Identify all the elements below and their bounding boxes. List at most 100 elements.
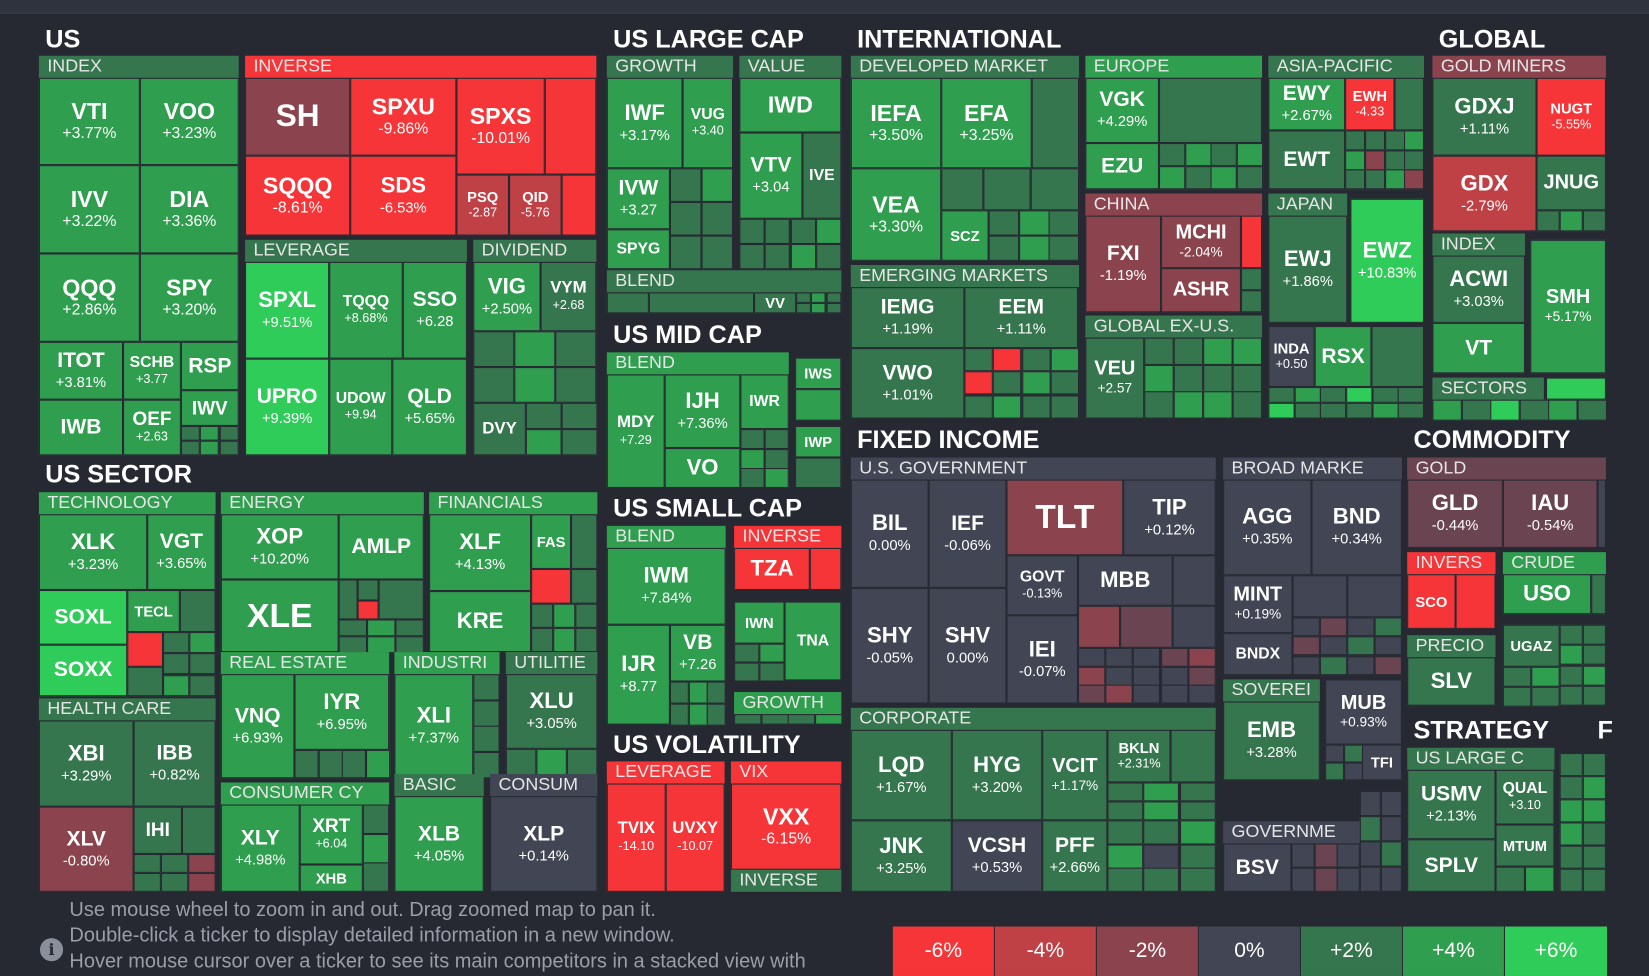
small-tile[interactable] (1372, 402, 1399, 419)
small-tile[interactable] (1030, 168, 1080, 211)
small-tile[interactable] (514, 367, 556, 403)
small-tile[interactable] (561, 174, 597, 236)
tile-shv[interactable]: SHV 0.00% (928, 587, 1007, 704)
small-tile[interactable] (1325, 762, 1345, 781)
tile-acwi[interactable]: ACWI +3.03% (1432, 255, 1525, 323)
small-tile[interactable] (1502, 666, 1532, 687)
small-tile[interactable] (1347, 656, 1375, 676)
tile-shy[interactable]: SHY -0.05% (850, 587, 929, 704)
tile-xbi[interactable]: XBI +3.29% (38, 720, 134, 807)
small-tile[interactable] (1359, 841, 1381, 867)
small-tile[interactable] (189, 675, 216, 697)
small-tile[interactable] (378, 579, 424, 620)
small-tile[interactable] (1582, 644, 1606, 665)
small-tile[interactable] (606, 292, 649, 314)
small-tile[interactable] (1559, 845, 1583, 869)
tile-usmv[interactable]: USMV +2.13% (1407, 769, 1496, 840)
small-tile[interactable] (338, 636, 368, 654)
tile-vgk[interactable]: VGK +4.29% (1085, 77, 1159, 144)
small-tile[interactable] (1107, 867, 1144, 892)
small-tile[interactable] (1372, 387, 1399, 403)
tile-qid[interactable]: QID -5.76 (509, 174, 562, 236)
small-tile[interactable] (1374, 617, 1402, 637)
small-tile[interactable] (1559, 665, 1583, 686)
tile-iwp[interactable]: IWP (795, 425, 842, 458)
tile-ivw[interactable]: IVW +3.27 (606, 168, 670, 230)
tile-vtv[interactable]: VTV +3.04 (739, 132, 803, 219)
tile-vo[interactable]: VO (664, 448, 741, 488)
small-tile[interactable] (1374, 656, 1402, 676)
small-tile[interactable] (1319, 656, 1348, 676)
small-tile[interactable] (189, 653, 216, 675)
small-tile[interactable] (357, 579, 379, 601)
tile-ewt[interactable]: EWT (1268, 130, 1346, 190)
small-tile[interactable] (199, 425, 219, 441)
small-tile[interactable] (160, 872, 189, 892)
tile-mub[interactable]: MUB +0.93% (1325, 679, 1402, 745)
small-tile[interactable] (1107, 782, 1144, 802)
small-tile[interactable] (1397, 402, 1425, 419)
small-tile[interactable] (571, 568, 598, 604)
small-tile[interactable] (163, 675, 190, 697)
tile-govt[interactable]: GOVT -0.13% (1006, 555, 1078, 616)
small-tile[interactable] (988, 235, 1020, 261)
small-tile[interactable] (338, 619, 368, 637)
small-tile[interactable] (1188, 684, 1216, 704)
small-tile[interactable] (1531, 686, 1560, 707)
small-tile[interactable] (1432, 399, 1462, 421)
small-tile[interactable] (1185, 143, 1212, 167)
small-tile[interactable] (1143, 844, 1179, 869)
tile-qld[interactable]: QLD +5.65% (392, 358, 467, 456)
small-tile[interactable] (1314, 843, 1338, 868)
small-tile[interactable] (318, 749, 343, 779)
small-tile[interactable] (826, 302, 842, 314)
small-tile[interactable] (1161, 666, 1189, 686)
tile-qqq[interactable]: QQQ +2.86% (38, 253, 140, 342)
small-tile[interactable] (706, 703, 726, 726)
tile-iemg[interactable]: IEMG +1.19% (850, 287, 965, 349)
small-tile[interactable] (1161, 647, 1189, 667)
small-tile[interactable] (127, 666, 164, 697)
small-tile[interactable] (815, 714, 843, 725)
small-tile[interactable] (1397, 387, 1425, 403)
small-tile[interactable] (764, 449, 789, 470)
tile-ewz[interactable]: EWZ +10.83% (1350, 198, 1425, 323)
small-tile[interactable] (964, 371, 993, 395)
small-tile[interactable] (367, 636, 396, 654)
small-tile[interactable] (1143, 782, 1179, 802)
small-tile[interactable] (163, 653, 190, 675)
small-tile[interactable] (1241, 290, 1263, 313)
small-tile[interactable] (362, 804, 390, 834)
small-tile[interactable] (740, 449, 765, 470)
small-tile[interactable] (1319, 617, 1348, 637)
tile-ijr[interactable]: IJR +8.77 (606, 624, 670, 725)
small-tile[interactable] (1022, 348, 1051, 372)
tile-vxx[interactable]: VXX -6.15% (730, 783, 842, 870)
small-tile[interactable] (796, 302, 811, 314)
small-tile[interactable] (739, 218, 765, 244)
small-tile[interactable] (1394, 77, 1425, 131)
small-tile[interactable] (163, 632, 190, 654)
small-tile[interactable] (1344, 762, 1364, 781)
tile-mtum[interactable]: MTUM (1495, 824, 1555, 867)
small-tile[interactable] (1374, 636, 1402, 656)
small-tile[interactable] (395, 636, 424, 654)
small-tile[interactable] (553, 603, 576, 628)
small-tile[interactable] (1582, 799, 1606, 823)
tile-spxs[interactable]: SPXS -10.01% (456, 77, 545, 175)
small-tile[interactable] (1132, 647, 1161, 667)
small-tile[interactable] (1232, 337, 1263, 365)
small-tile[interactable] (160, 853, 189, 873)
tile-jnk[interactable]: JNK +3.25% (850, 820, 952, 892)
tile-vgt[interactable]: VGT +3.65% (147, 514, 216, 591)
tile-tlt[interactable]: TLT (1006, 479, 1124, 556)
small-tile[interactable] (561, 402, 598, 430)
small-tile[interactable] (1548, 399, 1578, 421)
small-tile[interactable] (1172, 605, 1216, 648)
small-tile[interactable] (1172, 555, 1216, 606)
tile-vym[interactable]: VYM +2.68 (540, 261, 597, 332)
tile-sco[interactable]: SCO (1407, 574, 1456, 629)
small-tile[interactable] (1144, 391, 1174, 419)
tile-xop[interactable]: XOP +10.20% (220, 514, 339, 580)
small-tile[interactable] (1346, 402, 1373, 419)
